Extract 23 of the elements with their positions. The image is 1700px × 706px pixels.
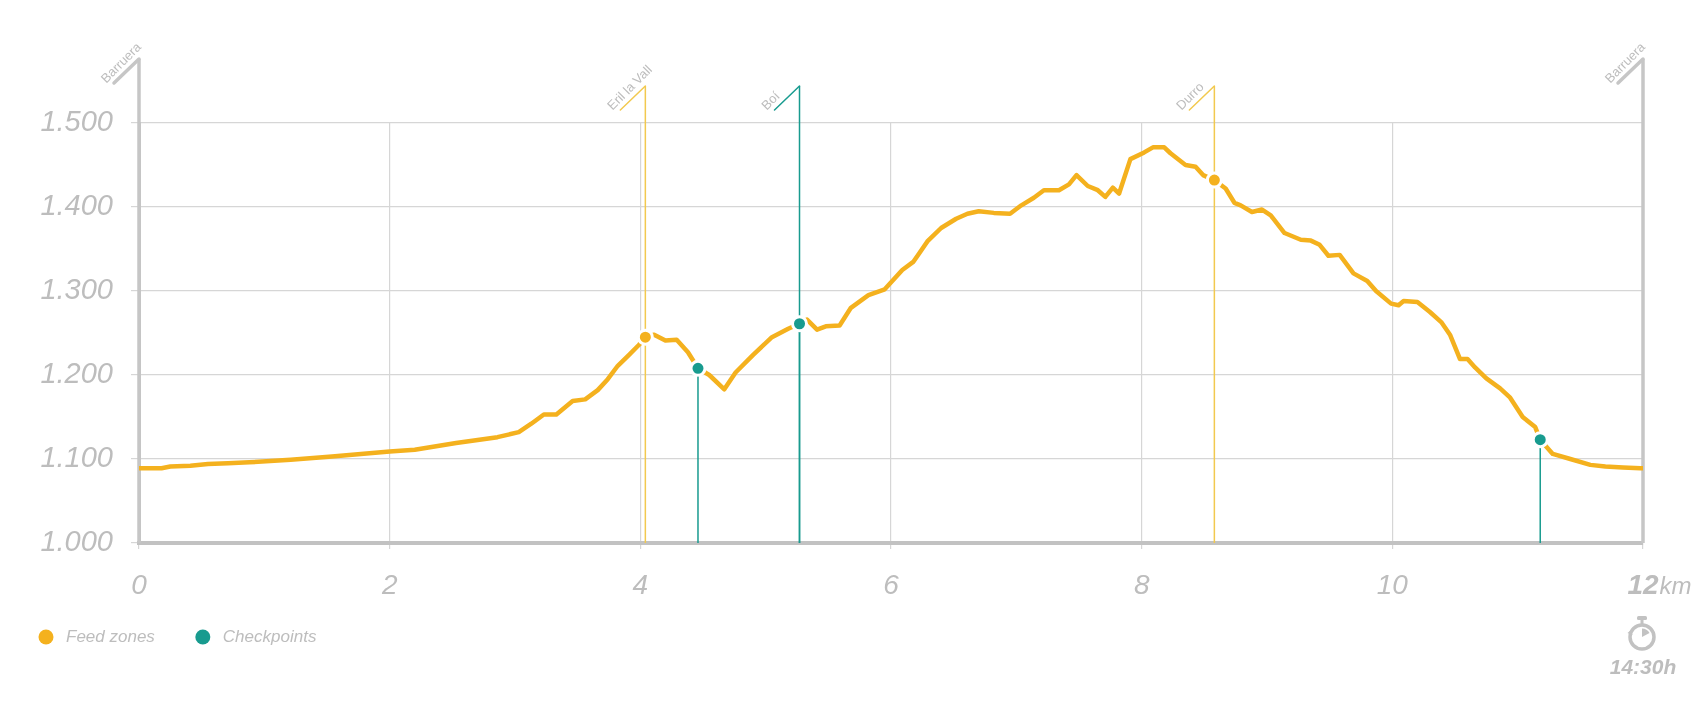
x-tick-label: 2 [380, 568, 398, 600]
point [1205, 171, 1223, 189]
legend-label: Feed zones [66, 626, 156, 646]
x-tick-label: 4 [632, 568, 649, 600]
point [791, 315, 809, 333]
y-tick-label: 1.200 [40, 357, 113, 390]
x-tick-label: 0 [131, 568, 148, 600]
y-tick-label: 1.400 [40, 189, 113, 222]
point [689, 359, 707, 377]
y-tick-label: 1.000 [40, 525, 113, 558]
y-tick-label: 1.100 [40, 441, 113, 474]
text: 14:30h [1609, 654, 1677, 678]
y-tick-label: 1.300 [40, 273, 113, 306]
x-tick-label: 8 [1133, 568, 1150, 600]
y-tick-label: 1.500 [40, 105, 113, 138]
x-tick-label: 10 [1376, 568, 1409, 600]
ref-line-label: Boí [758, 88, 783, 113]
x-tick-label: 6 [883, 568, 900, 600]
legend-label: Checkpoints [222, 626, 317, 646]
x-tick-label: 12 [1627, 568, 1659, 600]
ref-line-label: Eril la Vall [604, 61, 655, 113]
x-axis-title: km [1659, 571, 1692, 599]
point [636, 328, 654, 346]
